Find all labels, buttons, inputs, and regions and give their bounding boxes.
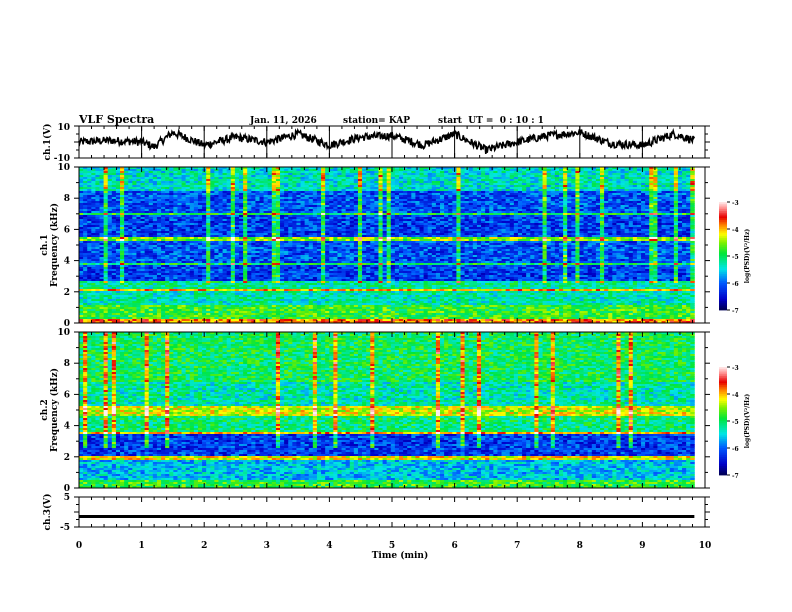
ch1-spec-ylabel-line1: ch.1 [40, 234, 50, 255]
ch1-spec-ylabel-line2: Frequency (kHz) [49, 203, 60, 287]
start-ut-label: start UT = 0 : 10 : 1 [438, 116, 544, 126]
ch1-ytick-top: 10 [57, 123, 70, 133]
ch1-spec-cells [79, 167, 695, 323]
ch1-trace [79, 129, 694, 154]
ch1-waveform-panel: ch.1(V) 10 -10 [42, 123, 710, 164]
figure-title: VLF Spectra [78, 113, 154, 126]
ch1-ylabel: ch.1(V) [42, 124, 53, 161]
date-label: Jan. 11, 2026 [249, 116, 317, 126]
station-label: station= KAP [343, 116, 410, 126]
